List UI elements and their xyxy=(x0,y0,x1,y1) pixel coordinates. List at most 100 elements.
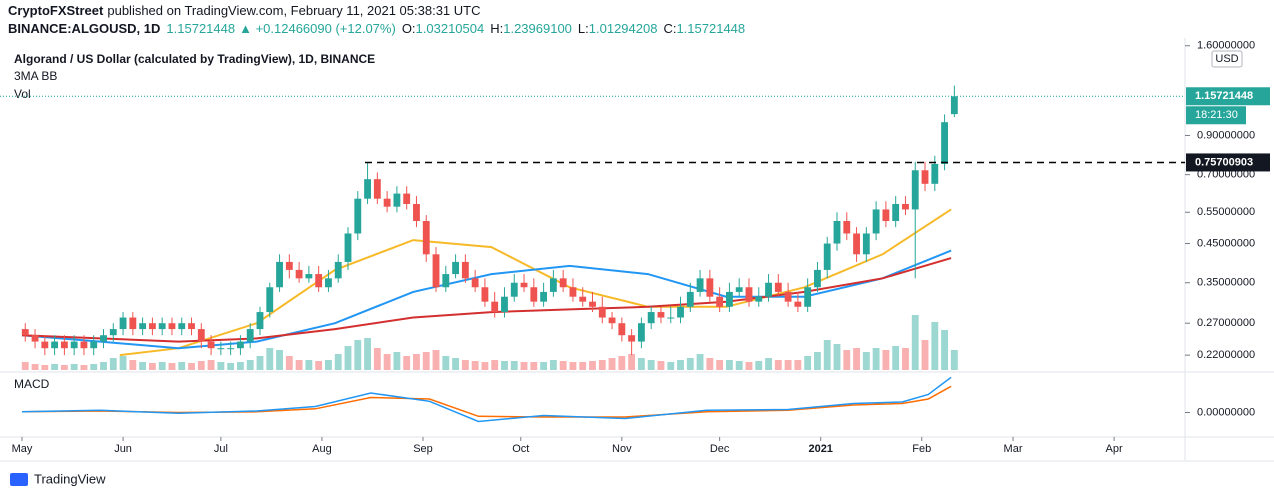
y-tick-label: 0.55000000 xyxy=(1197,206,1255,218)
currency: USD xyxy=(1215,53,1238,65)
volume-bar xyxy=(168,363,176,370)
published: published on TradingView.com, February 1… xyxy=(107,3,480,18)
volume-bar xyxy=(559,361,567,370)
candle-body xyxy=(31,335,39,342)
currency-box xyxy=(1211,50,1243,68)
candle-body xyxy=(148,323,156,330)
indicator-label: Vol xyxy=(14,87,31,101)
volume-bar xyxy=(501,361,508,370)
volume-bar xyxy=(862,352,870,370)
candle-body xyxy=(90,341,98,349)
candle-body xyxy=(804,287,812,307)
candle-body xyxy=(696,278,704,292)
volume-bar xyxy=(109,358,117,370)
volume-bar xyxy=(129,360,137,370)
candle-body xyxy=(217,348,225,350)
candle-body xyxy=(892,203,900,222)
volume-bar xyxy=(452,358,460,370)
volume-bar xyxy=(853,348,860,370)
candle-body xyxy=(598,306,606,318)
candle-body xyxy=(80,341,88,349)
candle-body xyxy=(755,296,763,302)
volume-bar xyxy=(334,354,342,370)
volume-bar xyxy=(657,361,665,370)
candle-body xyxy=(774,282,782,292)
candle-body xyxy=(100,335,107,342)
candle-body xyxy=(452,261,460,275)
ohlc-value: 1.15721448 xyxy=(676,21,745,36)
candle-body xyxy=(911,170,919,210)
volume-bar xyxy=(540,362,548,370)
candle-body xyxy=(305,274,313,279)
last-price: 1.15721448 xyxy=(166,21,235,36)
candle-body xyxy=(921,170,929,184)
volume-bar xyxy=(315,361,323,370)
candle-body xyxy=(725,291,733,307)
candle-body xyxy=(442,274,450,288)
candle-body xyxy=(579,296,587,302)
candle-body xyxy=(823,243,831,270)
x-tick-label: Sep xyxy=(413,443,433,455)
volume-bar xyxy=(902,348,909,370)
volume-bar xyxy=(413,354,420,370)
candle-body xyxy=(256,312,264,330)
volume-bar xyxy=(725,360,733,370)
y-tick-label: 0.45000000 xyxy=(1197,237,1255,249)
x-tick-label: Nov xyxy=(612,443,632,455)
x-tick-label: Mar xyxy=(1004,443,1023,455)
volume-bar xyxy=(765,358,772,370)
y-tick-label: 0.70000000 xyxy=(1197,169,1255,181)
y-tick-label: 0.27000000 xyxy=(1197,317,1255,329)
volume-bar xyxy=(158,362,166,370)
volume-bar xyxy=(207,360,215,370)
volume-bar xyxy=(569,362,577,370)
volume-bar xyxy=(716,360,724,370)
candle-body xyxy=(109,329,117,336)
volume-bar xyxy=(735,361,743,370)
x-tick-label: Feb xyxy=(912,443,931,455)
logo-icon xyxy=(10,473,28,486)
volume-bar xyxy=(823,340,831,370)
countdown-badge xyxy=(1186,106,1246,125)
candle-body xyxy=(657,312,665,318)
chart-title: Algorand / US Dollar (calculated by Trad… xyxy=(14,52,375,66)
volume-bar xyxy=(276,350,283,370)
volume-bar xyxy=(364,338,371,370)
volume-bar xyxy=(706,358,714,370)
volume-bar xyxy=(921,340,929,370)
volume-bar xyxy=(481,362,489,370)
x-tick-label: Dec xyxy=(710,443,730,455)
candle-body xyxy=(520,282,528,288)
candle-body xyxy=(364,179,371,199)
candle-body xyxy=(168,323,176,330)
candle-body xyxy=(178,323,186,330)
volume-bar xyxy=(628,354,636,370)
y-tick-label: 0.00000000 xyxy=(1197,406,1255,418)
candle-body xyxy=(559,278,567,288)
volume-bar xyxy=(246,360,254,370)
candle-body xyxy=(315,274,323,288)
macd-title: MACD xyxy=(14,377,50,391)
volume-bar xyxy=(814,352,821,370)
candle-body xyxy=(237,341,244,349)
volume-bar xyxy=(383,354,391,370)
volume-bar xyxy=(305,360,313,370)
candle-body xyxy=(188,323,195,330)
volume-bar xyxy=(774,360,782,370)
change: ▲ +0.12466090 (+12.07%) xyxy=(239,21,396,36)
volume-bar xyxy=(950,350,958,370)
candle-body xyxy=(735,287,743,292)
x-tick-label: Jul xyxy=(214,443,228,455)
volume-bar xyxy=(549,360,557,370)
candle-body xyxy=(393,193,401,207)
ohlc-label: O: xyxy=(402,21,416,36)
volume-bar xyxy=(354,340,362,370)
candle-body xyxy=(41,341,49,349)
volume-bar xyxy=(403,356,411,370)
candle-body xyxy=(119,317,127,330)
volume-bar xyxy=(677,360,684,370)
candle-body xyxy=(931,163,939,184)
volume-bar xyxy=(60,365,68,370)
volume-bar xyxy=(647,360,655,370)
volume-bar xyxy=(119,356,127,370)
